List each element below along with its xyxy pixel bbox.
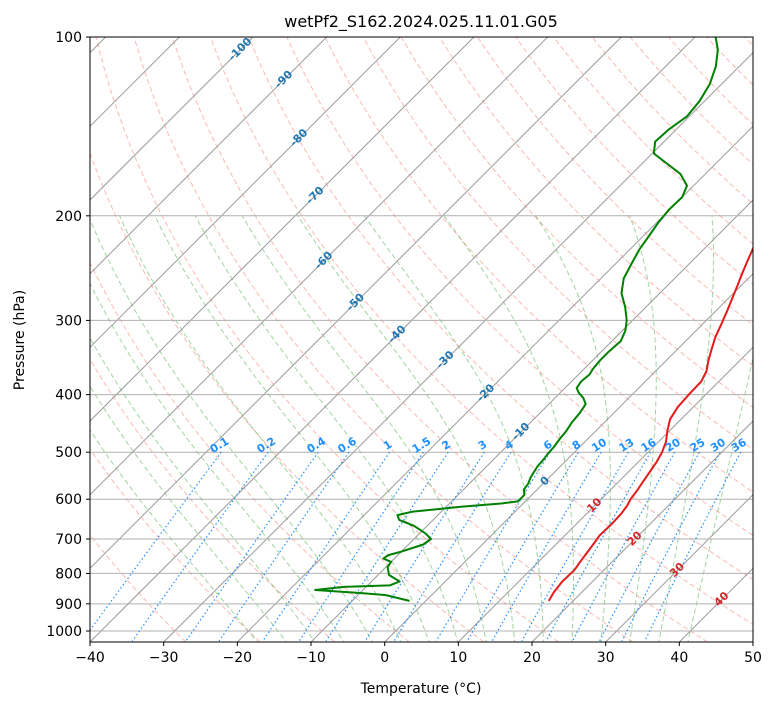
plot-frame [89, 36, 754, 643]
x-tick-label: 40 [670, 650, 688, 666]
mixing-ratio-line [521, 451, 629, 642]
moist-adiabat [154, 215, 430, 642]
x-tick-label: −30 [149, 650, 179, 666]
mixing-ratio-line [466, 451, 579, 642]
moist-adiabat [194, 215, 459, 642]
x-tick-label: 0 [380, 650, 389, 666]
moist-adiabat [535, 215, 611, 642]
isotherm-line [90, 37, 696, 642]
dry-adiabat [210, 37, 753, 625]
dewpoint-profile-line [314, 37, 719, 602]
dry-adiabat [362, 37, 753, 451]
mixing-ratio-line [364, 451, 485, 642]
y-tick-label: 300 [55, 313, 82, 329]
dry-adiabat [90, 261, 410, 642]
plot-area-lines [90, 37, 753, 642]
mixing-ratio-line [598, 451, 701, 642]
dry-adiabat [248, 37, 753, 581]
isotherm-line [457, 346, 753, 642]
isotherm-line [90, 37, 328, 275]
mixing-ratio-line [545, 451, 652, 642]
x-tick-label: 10 [449, 650, 467, 666]
mixing-ratio-line [325, 451, 449, 642]
isotherm-line [90, 37, 401, 349]
isotherm-line [384, 272, 753, 642]
x-tick-label: 50 [744, 650, 762, 666]
moist-adiabat [629, 215, 657, 642]
isotherm-line [236, 125, 753, 642]
moist-adiabat [658, 215, 715, 642]
axis-ticks: −40 −30 −20 −10 0 10 20 30 40 50 100 200 300 400 500 60… [46, 30, 762, 666]
y-tick-label: 500 [55, 445, 82, 461]
x-tick-label: 30 [597, 650, 615, 666]
dry-adiabat [324, 37, 753, 493]
x-tick-label: −10 [296, 650, 326, 666]
y-axis-label: Pressure (hPa) [12, 290, 28, 390]
dry-adiabat [553, 37, 753, 245]
isotherm-line [310, 199, 753, 642]
mixing-ratio-line [435, 451, 551, 642]
dry-adiabat [90, 358, 336, 642]
isotherm-line [90, 37, 254, 201]
mixing-ratio-line [218, 451, 350, 642]
mixing-ratio-line [644, 451, 742, 642]
dry-adiabat [90, 151, 485, 642]
isotherm-line [605, 493, 753, 642]
dry-adiabat [515, 37, 753, 285]
moist-adiabat [90, 282, 345, 642]
y-tick-label: 100 [55, 30, 82, 46]
x-axis-label: Temperature (°C) [360, 681, 482, 697]
moist-adiabat [119, 215, 402, 642]
dry-adiabat [629, 37, 753, 165]
mixing-ratio-line [185, 451, 319, 642]
dry-adiabat [400, 37, 753, 409]
moist-adiabat [297, 215, 516, 642]
chart-title: wetPf2_S162.2024.025.11.01.G05 [284, 12, 558, 32]
y-tick-label: 1000 [46, 624, 82, 640]
dry-adiabat [286, 37, 753, 536]
x-tick-label: 20 [523, 650, 541, 666]
mixing-ratio-line [90, 451, 222, 632]
isotherm-line [90, 37, 549, 496]
y-tick-label: 700 [55, 532, 82, 548]
isotherm-line [163, 51, 753, 642]
y-tick-label: 600 [55, 492, 82, 508]
isotherm-line [90, 37, 475, 422]
moist-adiabat [90, 336, 316, 642]
moist-adiabat [687, 355, 753, 642]
mixing-ratio-line [131, 451, 269, 642]
dry-adiabat [438, 37, 753, 367]
moist-adiabat [90, 218, 373, 642]
y-tick-label: 400 [55, 388, 82, 404]
mixing-ratio-line [571, 451, 676, 642]
x-tick-label: −40 [75, 650, 105, 666]
y-tick-label: 900 [55, 597, 82, 613]
x-tick-label: −20 [223, 650, 253, 666]
isotherm-line [531, 420, 753, 642]
dry-adiabat [171, 37, 708, 642]
mixing-ratio-line [621, 451, 721, 642]
moist-adiabat [364, 215, 544, 642]
temperature-profile-line [547, 246, 753, 602]
y-tick-label: 800 [55, 566, 82, 582]
moist-adiabat [241, 215, 487, 642]
y-tick-label: 200 [55, 209, 82, 225]
isotherm-line [90, 37, 622, 570]
moist-adiabat [90, 429, 258, 642]
mixing-ratio-line [491, 451, 602, 642]
